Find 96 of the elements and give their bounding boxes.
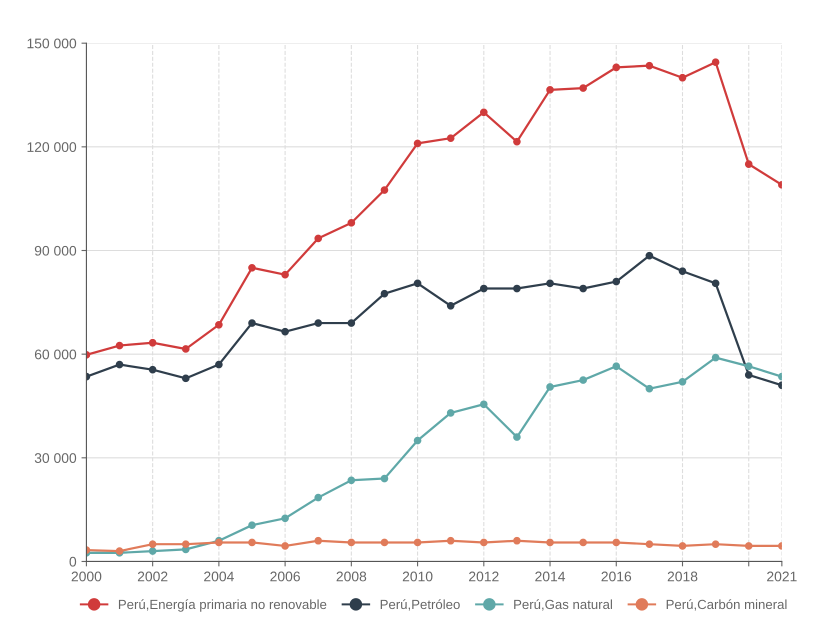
point	[414, 280, 422, 288]
point	[480, 284, 488, 292]
point	[678, 267, 686, 276]
point	[215, 360, 223, 368]
x-tick-label: 2014	[535, 572, 566, 582]
point	[546, 538, 554, 546]
point	[414, 538, 422, 546]
point	[579, 84, 587, 92]
y-tick-label: 0	[70, 556, 76, 567]
point	[215, 320, 223, 329]
point	[380, 290, 388, 298]
point	[380, 186, 388, 194]
x-tick-label: 2008	[336, 572, 366, 582]
point	[546, 383, 554, 391]
point	[678, 378, 686, 386]
x-tick-label: 2000	[72, 572, 102, 582]
point	[712, 58, 720, 66]
point	[446, 409, 455, 417]
point	[612, 362, 620, 370]
point	[414, 140, 422, 148]
point	[744, 362, 753, 370]
point	[148, 547, 156, 555]
legend-label: Perú,Energía primaria no renovable	[118, 599, 326, 612]
point	[116, 360, 124, 368]
x-tick-label: 2018	[668, 572, 698, 582]
point	[148, 366, 156, 374]
point	[281, 270, 289, 279]
point	[314, 319, 322, 327]
point	[348, 219, 356, 227]
point	[314, 494, 322, 502]
x-tick-label: 2002	[138, 572, 168, 582]
point	[446, 134, 455, 142]
point	[380, 538, 388, 546]
y-tick-label: 120 000	[28, 142, 76, 152]
point	[248, 538, 256, 546]
point	[678, 542, 686, 550]
legend-label: Perú,Petróleo	[380, 599, 460, 611]
point	[480, 400, 488, 408]
point	[380, 474, 388, 482]
point	[480, 538, 488, 546]
point	[546, 280, 554, 288]
x-tick-label: 2004	[204, 572, 234, 582]
point	[646, 252, 654, 260]
point	[446, 536, 455, 545]
point	[281, 328, 289, 336]
point	[182, 540, 190, 548]
point	[579, 376, 587, 384]
point	[182, 345, 190, 353]
point	[248, 264, 256, 272]
point	[182, 374, 190, 382]
point	[116, 342, 124, 350]
point	[348, 476, 356, 484]
x-tick-label: 2016	[602, 572, 632, 582]
point	[148, 338, 156, 347]
point	[314, 234, 322, 242]
point	[546, 86, 554, 94]
point	[281, 542, 289, 550]
point	[712, 354, 720, 362]
y-tick-label: 90 000	[34, 246, 76, 256]
point	[712, 540, 720, 548]
point	[148, 540, 156, 548]
point	[248, 521, 256, 530]
point	[744, 371, 753, 379]
y-tick-label: 30 000	[34, 453, 76, 463]
legend-label: Perú,Carbón mineral	[666, 599, 786, 611]
point	[348, 319, 356, 327]
point	[612, 538, 620, 546]
point	[612, 64, 620, 72]
point	[513, 284, 521, 292]
point	[446, 302, 455, 310]
point	[414, 436, 422, 444]
point	[744, 160, 753, 168]
point	[744, 542, 753, 550]
point	[646, 540, 654, 548]
x-tick-label: 2021	[767, 572, 797, 582]
point	[612, 278, 620, 286]
x-tick-label: 2012	[469, 572, 499, 582]
point	[314, 536, 322, 545]
legend-label: Perú,Gas natural	[514, 599, 612, 611]
point	[646, 384, 654, 393]
point	[513, 433, 521, 441]
point	[480, 108, 488, 116]
point	[712, 280, 720, 288]
point	[579, 284, 587, 292]
point	[281, 514, 289, 522]
point	[348, 538, 356, 546]
point	[248, 319, 256, 327]
y-tick-label: 60 000	[34, 349, 76, 360]
y-tick-label: 150 000	[28, 38, 76, 48]
point	[678, 74, 686, 82]
point	[579, 538, 587, 546]
point	[646, 62, 654, 70]
point	[513, 138, 521, 146]
x-tick-label: 2006	[270, 572, 300, 582]
point	[513, 536, 521, 545]
x-tick-label: 2010	[402, 572, 432, 582]
